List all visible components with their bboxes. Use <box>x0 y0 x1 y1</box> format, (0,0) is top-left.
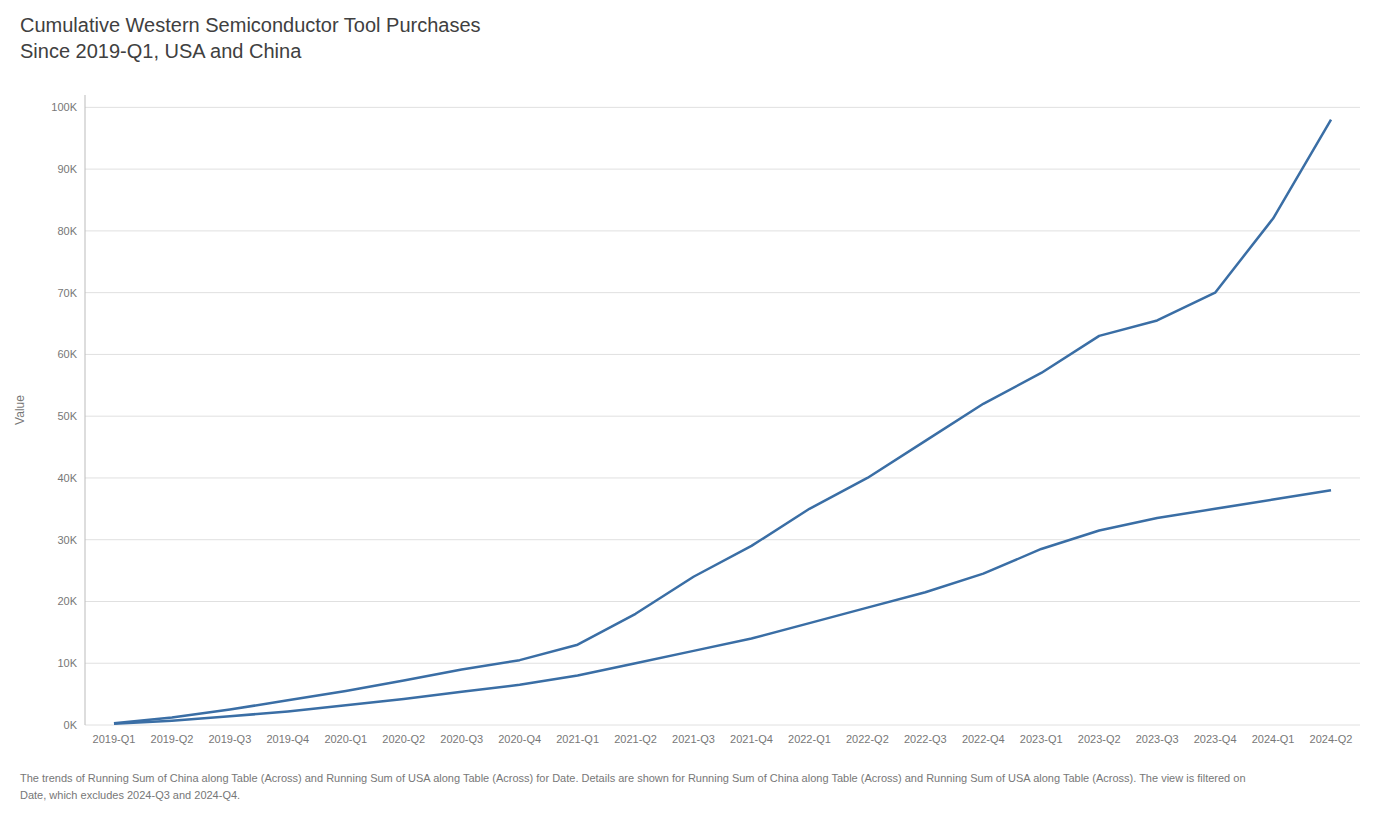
grid-line <box>85 601 1360 602</box>
x-tick-label: 2021-Q4 <box>730 733 773 745</box>
grid-line <box>85 477 1360 478</box>
y-tick-label: 70K <box>57 287 77 299</box>
x-tick-label: 2023-Q4 <box>1194 733 1237 745</box>
y-axis-line <box>85 95 86 725</box>
y-tick-label: 80K <box>57 225 77 237</box>
y-tick-label: 0K <box>64 719 78 731</box>
x-tick-label: 2022-Q1 <box>788 733 831 745</box>
x-tick-label: 2020-Q4 <box>498 733 541 745</box>
y-tick-label: 20K <box>57 595 77 607</box>
chart: Cumulative Western Semiconductor Tool Pu… <box>0 0 1386 830</box>
y-tick-label: 60K <box>57 348 77 360</box>
x-tick-label: 2019-Q3 <box>208 733 251 745</box>
x-tick-label: 2022-Q2 <box>846 733 889 745</box>
x-tick-label: 2019-Q2 <box>151 733 194 745</box>
y-tick-label: 90K <box>57 163 77 175</box>
y-tick-label: 50K <box>57 410 77 422</box>
x-tick-label: 2020-Q2 <box>382 733 425 745</box>
y-axis-label: Value <box>13 395 27 425</box>
series-line <box>114 120 1331 723</box>
y-tick-label: 40K <box>57 472 77 484</box>
grid-line <box>85 292 1360 293</box>
x-tick-label: 2020-Q1 <box>324 733 367 745</box>
x-tick-label: 2021-Q2 <box>614 733 657 745</box>
grid-line <box>85 539 1360 540</box>
grid-line <box>85 416 1360 417</box>
grid-line <box>85 230 1360 231</box>
series-line <box>114 490 1331 723</box>
grid-line <box>85 354 1360 355</box>
footnote: Date, which excludes 2024-Q3 and 2024-Q4… <box>20 789 240 801</box>
y-tick-label: 30K <box>57 534 77 546</box>
x-tick-label: 2022-Q3 <box>904 733 947 745</box>
y-tick-label: 10K <box>57 657 77 669</box>
x-tick-label: 2020-Q3 <box>440 733 483 745</box>
x-tick-label: 2024-Q1 <box>1252 733 1295 745</box>
x-tick-label: 2019-Q4 <box>266 733 309 745</box>
footnote: The trends of Running Sum of China along… <box>20 772 1246 784</box>
title: Cumulative Western Semiconductor Tool Pu… <box>20 14 481 62</box>
x-tick-label: 2024-Q2 <box>1310 733 1353 745</box>
x-tick-label: 2019-Q1 <box>93 733 136 745</box>
plot-area <box>114 120 1331 724</box>
x-tick-label: 2021-Q1 <box>556 733 599 745</box>
x-tick-label: 2023-Q1 <box>1020 733 1063 745</box>
x-tick-label: 2023-Q2 <box>1078 733 1121 745</box>
grid-line <box>85 663 1360 664</box>
x-tick-label: 2021-Q3 <box>672 733 715 745</box>
grid-line <box>85 725 1360 726</box>
grid-line <box>85 107 1360 108</box>
x-tick-label: 2023-Q3 <box>1136 733 1179 745</box>
x-tick-label: 2022-Q4 <box>962 733 1005 745</box>
grid-line <box>85 169 1360 170</box>
y-tick-label: 100K <box>51 101 77 113</box>
